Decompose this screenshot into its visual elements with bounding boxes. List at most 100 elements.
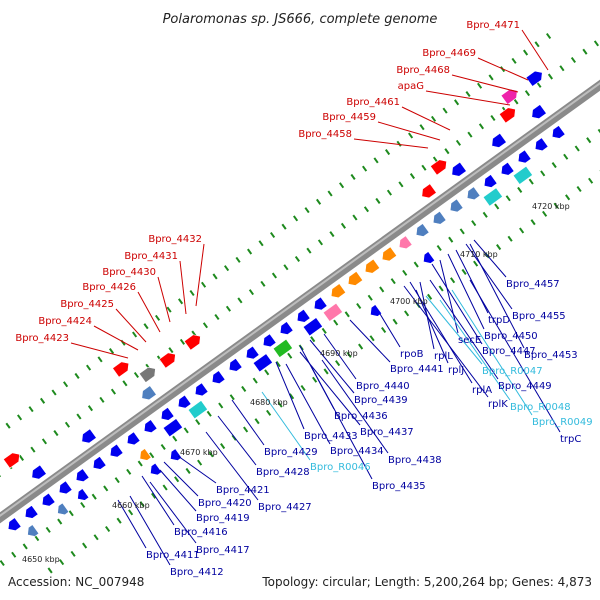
gene-feature (482, 187, 503, 207)
gene-feature (370, 304, 383, 317)
gene-label[interactable]: Bpro_4436 (334, 411, 388, 422)
gene-label[interactable]: Bpro_4455 (512, 311, 566, 322)
gene-label[interactable]: Bpro_4449 (498, 381, 552, 392)
leader-line (455, 249, 489, 314)
gene-label[interactable]: Bpro_4421 (216, 485, 270, 496)
gene-feature (302, 317, 323, 337)
tick-mark (172, 435, 178, 442)
tick-mark (166, 306, 172, 313)
gene-label[interactable]: Bpro_4438 (388, 455, 442, 466)
gene-label[interactable]: Bpro_R0049 (532, 417, 593, 428)
leader-line (177, 455, 217, 484)
gene-label[interactable]: Bpro_4416 (174, 527, 228, 538)
gene-label[interactable]: Bpro_4437 (360, 427, 414, 438)
gene-feature (429, 159, 447, 176)
tick-mark (47, 567, 53, 574)
gene-label[interactable]: Bpro_4419 (196, 513, 250, 524)
gene-label[interactable]: Bpro_4457 (506, 279, 560, 290)
tick-mark (304, 207, 310, 214)
tick-mark (269, 231, 276, 239)
gene-label[interactable]: Bpro_R0046 (310, 462, 371, 473)
gene-label[interactable]: Bpro_4428 (256, 467, 310, 478)
gene-label[interactable]: Bpro_4434 (330, 446, 384, 457)
gene-label[interactable]: Bpro_4458 (298, 129, 352, 140)
gene-label[interactable]: Bpro_4431 (124, 251, 178, 262)
gene-label[interactable]: Bpro_4430 (102, 267, 156, 278)
gene-label[interactable]: rpoB (400, 349, 424, 360)
tick-mark (338, 182, 345, 189)
gene-label[interactable]: Bpro_4427 (258, 502, 312, 513)
gene-label[interactable]: Bpro_4469 (422, 48, 476, 59)
tick-mark (16, 414, 23, 421)
tick-mark (0, 471, 2, 478)
gene-feature (313, 296, 328, 311)
leader-line (159, 469, 197, 512)
gene-label[interactable]: Bpro_4412 (170, 567, 224, 578)
gene-label[interactable]: Bpro_4441 (390, 364, 444, 375)
gene-label[interactable]: rplL (434, 351, 453, 362)
tick-mark (576, 186, 582, 193)
gene-label[interactable]: Bpro_R0048 (510, 402, 571, 413)
gene-label[interactable]: rplA (472, 385, 492, 396)
gene-label[interactable]: Bpro_4450 (484, 331, 538, 342)
gene-label[interactable]: Bpro_4426 (82, 282, 136, 293)
tick-mark (315, 198, 322, 205)
gene-label[interactable]: Bpro_4459 (322, 112, 376, 123)
tick-mark (137, 460, 143, 467)
gene-label[interactable]: rplK (488, 399, 508, 410)
leader-line (415, 289, 449, 364)
tick-mark (490, 114, 496, 122)
tick-mark (392, 318, 398, 325)
gene-label[interactable]: Bpro_4447 (482, 346, 536, 357)
gene-label[interactable]: Bpro_4411 (146, 550, 200, 561)
gene-label[interactable]: Bpro_4432 (148, 234, 202, 245)
gene-feature (194, 382, 209, 397)
leader-line (205, 431, 259, 501)
leader-line (323, 333, 357, 380)
gene-label[interactable]: Bpro_4425 (60, 299, 114, 310)
tick-mark (189, 290, 195, 297)
tick-mark (407, 132, 414, 139)
gene-label[interactable]: apaG (398, 81, 424, 92)
leader-line (353, 138, 429, 149)
tick-mark (386, 189, 393, 196)
gene-label[interactable]: Bpro_4429 (264, 447, 318, 458)
tick-mark (553, 202, 559, 209)
gene-label[interactable]: Bpro_4420 (198, 498, 252, 509)
gene-label[interactable]: Bpro_4440 (356, 381, 410, 392)
gene-label[interactable]: Bpro_R0047 (482, 366, 543, 377)
tick-mark (471, 220, 477, 227)
gene-label[interactable]: trpD (488, 315, 510, 326)
tick-mark (260, 280, 266, 287)
tick-mark (179, 338, 186, 345)
gene-feature (449, 198, 464, 213)
tick-mark (241, 385, 247, 392)
gene-label[interactable]: rplJ (448, 365, 464, 376)
gene-label[interactable]: Bpro_4417 (196, 545, 250, 556)
gene-label[interactable]: Bpro_4423 (15, 333, 69, 344)
tick-mark (350, 173, 356, 180)
gene-label[interactable]: Bpro_4433 (304, 431, 358, 442)
tick-mark (220, 443, 226, 450)
kbp-marker: 4690 kbp (320, 349, 358, 358)
gene-label[interactable]: Bpro_4471 (466, 20, 520, 31)
tick-mark (139, 501, 145, 508)
tick-mark (5, 422, 11, 429)
gene-feature (228, 357, 243, 372)
tick-mark (450, 277, 456, 284)
gene-label[interactable]: Bpro_4435 (372, 481, 426, 492)
gene-label[interactable]: Bpro_4453 (524, 350, 578, 361)
leader-line (379, 313, 401, 348)
gene-label[interactable]: Bpro_4461 (346, 97, 400, 108)
gene-label[interactable]: trpC (560, 434, 581, 445)
gene-label[interactable]: Bpro_4468 (396, 65, 450, 76)
gene-feature (347, 270, 364, 286)
gene-label[interactable]: Bpro_4424 (38, 316, 92, 327)
tick-mark (292, 215, 299, 222)
gene-label[interactable]: Bpro_4439 (354, 395, 408, 406)
gene-feature (551, 125, 566, 139)
tick-mark (59, 559, 65, 566)
gene-label[interactable]: secE (458, 335, 481, 346)
tick-mark (528, 178, 534, 185)
leader-line (447, 253, 485, 330)
